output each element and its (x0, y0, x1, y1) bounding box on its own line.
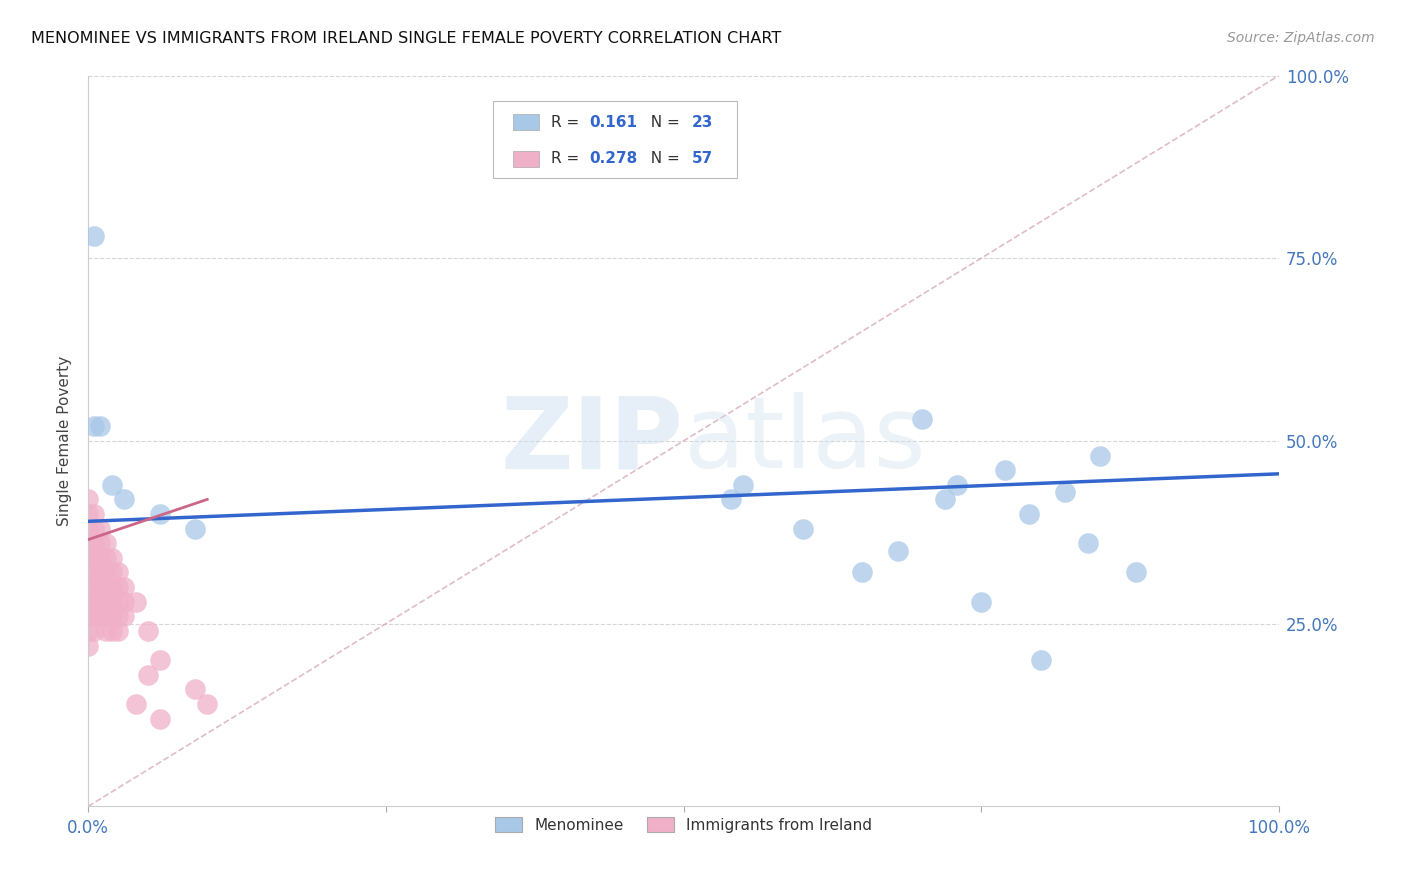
Point (101, 609, 124, 624)
Point (112, 595, 135, 609)
Point (101, 566, 124, 580)
Text: 0.278: 0.278 (589, 152, 638, 166)
Point (125, 697, 148, 711)
Text: Source: ZipAtlas.com: Source: ZipAtlas.com (1227, 31, 1375, 45)
Point (195, 697, 218, 711)
Point (94, 580, 117, 594)
Point (946, 477, 969, 491)
Point (77, 595, 100, 609)
Point (77, 536, 100, 550)
Point (184, 682, 207, 697)
Point (107, 609, 129, 624)
Point (887, 543, 910, 558)
Point (1029, 653, 1052, 667)
Point (77, 580, 100, 594)
Point (89, 580, 111, 594)
Point (1090, 449, 1112, 463)
Point (89, 536, 111, 550)
Point (94, 624, 117, 638)
Point (89, 550, 111, 565)
Point (125, 595, 148, 609)
Y-axis label: Single Female Poverty: Single Female Poverty (58, 356, 72, 526)
Point (83, 580, 105, 594)
Point (94, 566, 117, 580)
Point (83, 595, 105, 609)
Point (77, 566, 100, 580)
Point (101, 580, 124, 594)
Point (77, 507, 100, 521)
Point (83, 609, 105, 624)
Point (149, 507, 172, 521)
Point (89, 609, 111, 624)
Point (89, 566, 111, 580)
Point (184, 522, 207, 536)
Point (83, 229, 105, 244)
Point (77, 550, 100, 565)
Text: 0.161: 0.161 (589, 115, 637, 130)
Point (731, 477, 754, 491)
Text: R =: R = (551, 152, 585, 166)
FancyBboxPatch shape (513, 151, 540, 167)
Point (911, 412, 934, 426)
Point (83, 624, 105, 638)
Text: atlas: atlas (683, 392, 925, 490)
Point (1018, 507, 1040, 521)
FancyBboxPatch shape (494, 101, 737, 178)
Point (83, 507, 105, 521)
Point (83, 419, 105, 434)
FancyBboxPatch shape (513, 114, 540, 130)
Point (107, 566, 129, 580)
Point (149, 712, 172, 726)
Point (994, 463, 1017, 477)
Point (107, 595, 129, 609)
Point (89, 522, 111, 536)
Point (934, 492, 956, 507)
Point (83, 536, 105, 550)
Text: R =: R = (551, 115, 585, 130)
Point (970, 595, 993, 609)
Point (1125, 566, 1147, 580)
Point (136, 668, 159, 682)
Point (94, 609, 117, 624)
Text: N =: N = (641, 115, 685, 130)
Text: MENOMINEE VS IMMIGRANTS FROM IRELAND SINGLE FEMALE POVERTY CORRELATION CHART: MENOMINEE VS IMMIGRANTS FROM IRELAND SIN… (31, 31, 782, 46)
Point (94, 550, 117, 565)
Point (77, 639, 100, 653)
Point (83, 522, 105, 536)
Point (851, 566, 873, 580)
Point (89, 419, 111, 434)
Point (112, 580, 135, 594)
Point (101, 550, 124, 565)
Point (94, 595, 117, 609)
Point (77, 522, 100, 536)
Point (77, 609, 100, 624)
Point (1077, 536, 1099, 550)
Point (101, 477, 124, 491)
Point (77, 543, 100, 558)
Text: ZIP: ZIP (501, 392, 683, 490)
Legend: Menominee, Immigrants from Ireland: Menominee, Immigrants from Ireland (488, 811, 879, 838)
Point (77, 624, 100, 638)
Point (136, 624, 159, 638)
Point (149, 653, 172, 667)
Point (101, 624, 124, 638)
Point (83, 566, 105, 580)
Text: 23: 23 (692, 115, 713, 130)
Text: N =: N = (641, 152, 685, 166)
Point (792, 522, 814, 536)
Point (720, 492, 742, 507)
Point (101, 595, 124, 609)
Point (112, 609, 135, 624)
Point (107, 580, 129, 594)
Point (107, 624, 129, 638)
Point (1053, 485, 1076, 500)
Point (89, 595, 111, 609)
Point (83, 550, 105, 565)
Point (77, 492, 100, 507)
Text: 57: 57 (692, 152, 713, 166)
Point (112, 492, 135, 507)
Point (94, 536, 117, 550)
